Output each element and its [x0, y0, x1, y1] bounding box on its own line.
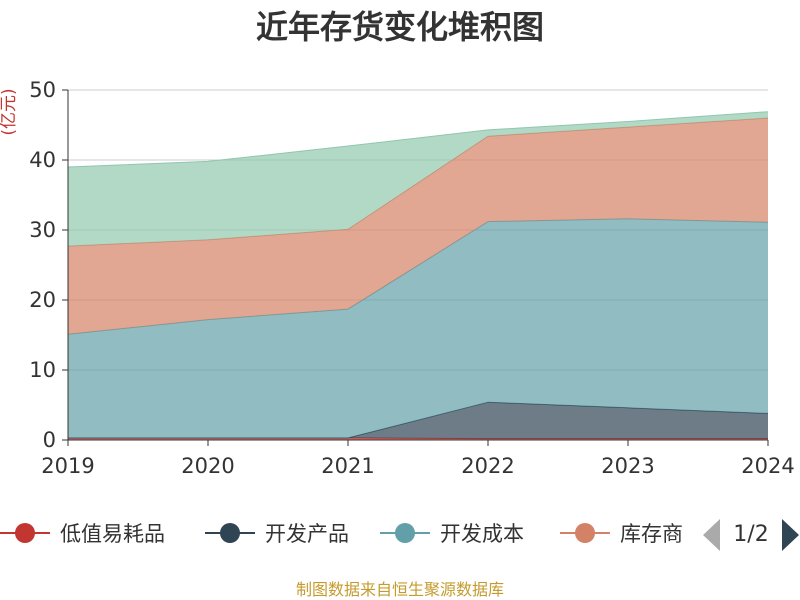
- y-tick-label: 0: [43, 428, 56, 452]
- x-tick-label: 2020: [181, 454, 234, 478]
- line-series-4: [67, 111, 769, 168]
- legend-item: 库存商: [560, 522, 683, 546]
- area-series-3: [68, 118, 768, 335]
- legend-item: 开发成本: [380, 522, 524, 546]
- stacked-areas: [67, 111, 769, 440]
- legend-label: 低值易耗品: [60, 522, 165, 546]
- y-tick-label: 10: [29, 358, 56, 382]
- x-tick-label: 2019: [41, 454, 94, 478]
- legend-item: 开发产品: [205, 522, 349, 546]
- axes: 0 10 20 30 40 50 2019 2020 2021 2022 2023 2024: [29, 78, 794, 478]
- legend: 低值易耗品 开发产品 开发成本 库存商 1/2: [0, 519, 799, 551]
- y-tick-label: 20: [29, 288, 56, 312]
- y-tick-label: 40: [29, 148, 56, 172]
- legend-pager: 1/2: [703, 519, 799, 551]
- area-series-4: [68, 111, 768, 247]
- x-tick-label: 2024: [741, 454, 794, 478]
- legend-label: 开发成本: [440, 522, 524, 546]
- x-tick-label: 2022: [461, 454, 514, 478]
- x-tick-label: 2021: [321, 454, 374, 478]
- legend-marker: [395, 523, 415, 543]
- chart-title: 近年存货变化堆积图: [256, 8, 544, 46]
- legend-marker: [220, 523, 240, 543]
- area-series-0: [68, 437, 768, 440]
- legend-page-indicator: 1/2: [733, 522, 768, 547]
- legend-label: 库存商: [620, 522, 683, 546]
- legend-marker: [15, 523, 35, 543]
- y-tick-label: 50: [29, 78, 56, 102]
- area-series-2: [68, 218, 768, 438]
- legend-next-page-icon: [782, 519, 799, 551]
- legend-item: 低值易耗品: [0, 522, 165, 546]
- y-tick-label: 30: [29, 218, 56, 242]
- x-tick-label: 2023: [601, 454, 654, 478]
- legend-label: 开发产品: [265, 522, 349, 546]
- data-source-note: 制图数据来自恒生聚源数据库: [296, 580, 504, 599]
- legend-marker: [575, 523, 595, 543]
- legend-prev-page-icon: [703, 519, 720, 551]
- y-axis-unit-label: (亿元): [0, 88, 19, 135]
